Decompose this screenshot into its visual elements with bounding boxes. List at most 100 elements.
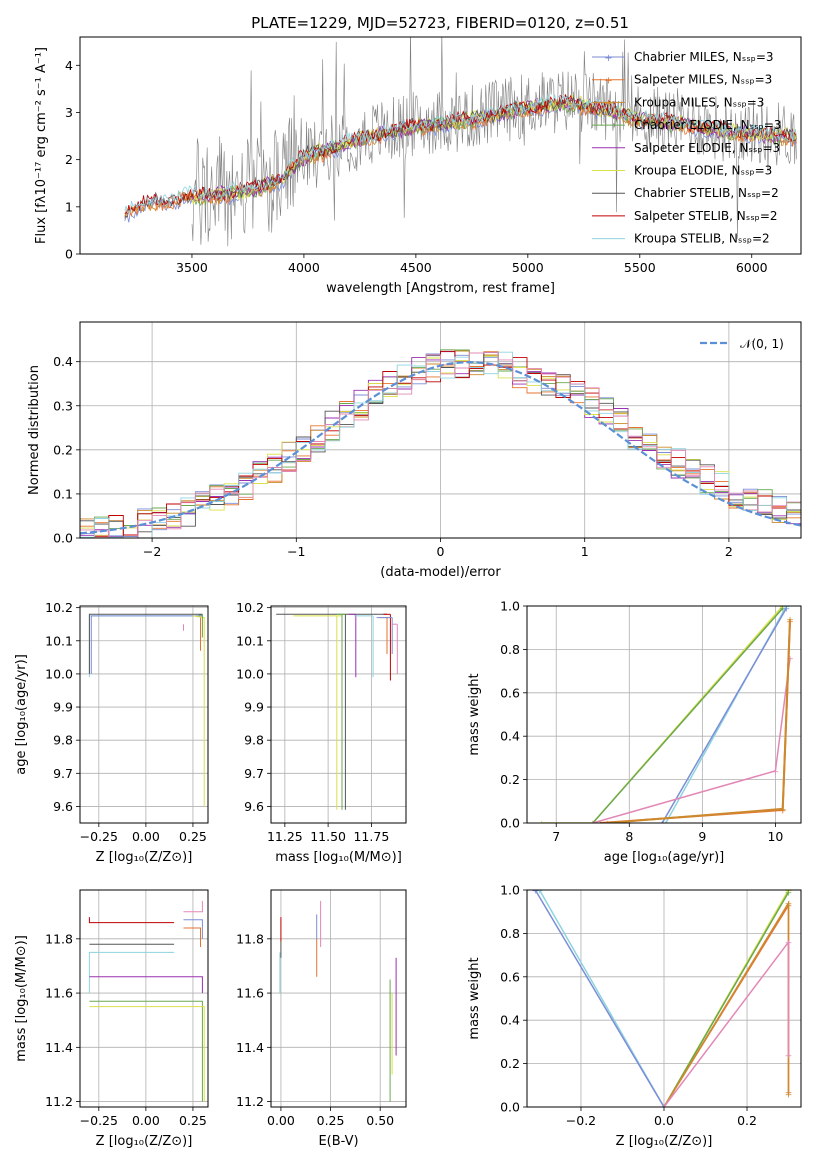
y-tick-label: 0.4 [500, 1013, 520, 1028]
y-tick-label: 0.6 [500, 685, 520, 700]
x-tick-label: −0.2 [566, 1113, 596, 1128]
panel-spectrum: 3500 4000 4500 5000 5500 6000 0 1 2 3 4 wavelength … [34, 36, 802, 296]
data-spectrum-line [191, 37, 797, 247]
plot-area-age-vs-Z [80, 606, 208, 823]
y-tick-label: 11.4 [236, 1040, 264, 1055]
x-tick-label: −2 [143, 544, 161, 559]
y-tick-label: 11.4 [45, 1040, 73, 1055]
y-tick-label: 0.3 [53, 398, 73, 413]
legend-entry: Kroupa STELIB, Nₛₛₚ=2 [634, 232, 770, 246]
plot-area-weight-vs-age: + +++++++++++++++++ [527, 605, 801, 830]
x-tick-label: 9 [698, 829, 706, 844]
series-marker: + [660, 1104, 668, 1114]
y-tick-label: 10.0 [236, 666, 264, 681]
chart-title: PLATE=1229, MJD=52723, FIBERID=0120, z=0… [251, 14, 629, 32]
series-marker: + [785, 900, 793, 910]
series-marker: + [779, 605, 787, 615]
legend-entry: Kroupa MILES, Nₛₛₚ=3 [634, 95, 764, 109]
series-marker: + [589, 820, 597, 830]
series-marker: + [785, 939, 793, 949]
axes-frame [79, 889, 209, 1108]
plot-area-residuals [80, 322, 801, 538]
series-marker: + [662, 820, 670, 830]
series-chabrier-miles [534, 890, 665, 1107]
series-marker: + [786, 655, 794, 665]
panel-mass-vs-Z: −0.25 0.00 0.25 11.2 11.4 11.6 11.8 Z [log₁₀(Z/… [14, 889, 209, 1149]
axes-frame [526, 605, 802, 824]
track-kroupa-stelib [88, 951, 175, 994]
axes-frame [79, 36, 802, 255]
x-tick-label: 1 [581, 544, 589, 559]
series-marker: + [589, 820, 597, 830]
y-tick-label: 10.2 [236, 600, 264, 615]
y-tick-label: 0.1 [53, 486, 73, 501]
series-marker: + [660, 1104, 668, 1114]
plot-area-mass-vs-EBV [271, 890, 406, 1107]
x-tick-label: 0.25 [179, 1113, 207, 1128]
series-marker: + [660, 1104, 668, 1114]
series-marker: + [536, 887, 544, 897]
series-marker: + [783, 605, 791, 615]
y-axis-label: mass weight [467, 673, 482, 755]
y-tick-label: 10.0 [45, 666, 73, 681]
x-tick-label: 11.50 [310, 829, 346, 844]
series-extra [663, 939, 790, 1107]
axes-frame [270, 889, 407, 1108]
series-marker: + [589, 820, 597, 830]
y-tick-label: 10.2 [45, 600, 73, 615]
y-tick-label: 9.9 [53, 700, 73, 715]
series-marker: + [785, 889, 793, 899]
y-tick-label: 0.4 [53, 354, 73, 369]
series-marker: + [785, 1051, 793, 1061]
panel-weight-vs-Z: +++++++++++++++++−0.2 0.0 0.2 0.0 0.2 0.4 0.6 0… [467, 883, 802, 1149]
x-tick-label: 0.0 [654, 1113, 674, 1128]
x-axis-label: Z [log₁₀(Z/Z⊙)] [96, 1134, 193, 1149]
track-salpeter-stelib [88, 917, 175, 924]
panel-residuals: −2 −1 0 1 2 0.0 0.1 0.2 0.3 0.4 (data-model)/error… [27, 321, 802, 580]
model-line-salpeter-miles [124, 97, 797, 219]
series-marker: + [660, 1104, 668, 1114]
x-tick-label: 7 [552, 829, 560, 844]
y-axis-label: Flux [fλ10⁻¹⁷ erg cm⁻² s⁻¹ A⁻¹] [34, 47, 49, 244]
y-tick-label: 0.8 [500, 926, 520, 941]
y-tick-label: 0.6 [500, 969, 520, 984]
x-tick-label: 4500 [400, 260, 432, 275]
panel-weight-vs-age: + +++++++++++++++++7 8 9 10 0.0 0.2 0.4 0.6 0.8 1.… [467, 599, 802, 865]
panel-mass-vs-EBV: 0.00 0.25 0.50 11.2 11.4 11.6 11.8 E(B-V) [236, 889, 407, 1149]
x-tick-label: 0.2 [737, 1113, 757, 1128]
x-tick-label: 10 [767, 829, 783, 844]
legend-marker: + [604, 76, 612, 87]
y-tick-label: 11.6 [236, 986, 264, 1001]
legend-entry: Salpeter MILES, Nₛₛₚ=3 [634, 73, 772, 87]
axes-frame [79, 605, 209, 824]
y-tick-label: 9.6 [53, 799, 73, 814]
series-kroupa-miles [607, 618, 791, 823]
x-tick-label: 0.25 [179, 829, 207, 844]
y-tick-label: 10.1 [45, 633, 73, 648]
track-kroupa-elodie [192, 615, 205, 807]
y-tick-label: 0.0 [500, 816, 520, 831]
series-marker: + [538, 820, 546, 830]
track-extra [183, 900, 203, 913]
track-chabrier-elodie [198, 614, 203, 638]
plot-area-age-vs-mass [271, 606, 406, 823]
x-axis-label: wavelength [Angstrom, rest frame] [326, 281, 555, 296]
axes-frame [526, 889, 802, 1108]
y-tick-label: 1.0 [500, 599, 520, 614]
y-tick-label: 9.7 [53, 766, 73, 781]
x-tick-label: −1 [287, 544, 305, 559]
plot-area-mass-vs-Z [80, 890, 208, 1107]
track-chabrier-stelib [88, 613, 203, 674]
x-tick-label: 0 [437, 544, 445, 559]
series-marker: + [660, 1104, 668, 1114]
x-axis-label: E(B-V) [318, 1134, 358, 1149]
y-tick-label: 9.7 [244, 766, 264, 781]
series-marker: + [660, 1104, 668, 1114]
y-tick-label: 10.1 [236, 633, 264, 648]
track-chabrier-miles [183, 919, 203, 939]
x-tick-label: 0.00 [132, 1113, 160, 1128]
x-tick-label: −0.25 [80, 829, 118, 844]
track-chabrier-miles [90, 615, 203, 674]
y-tick-label: 1 [65, 199, 73, 214]
